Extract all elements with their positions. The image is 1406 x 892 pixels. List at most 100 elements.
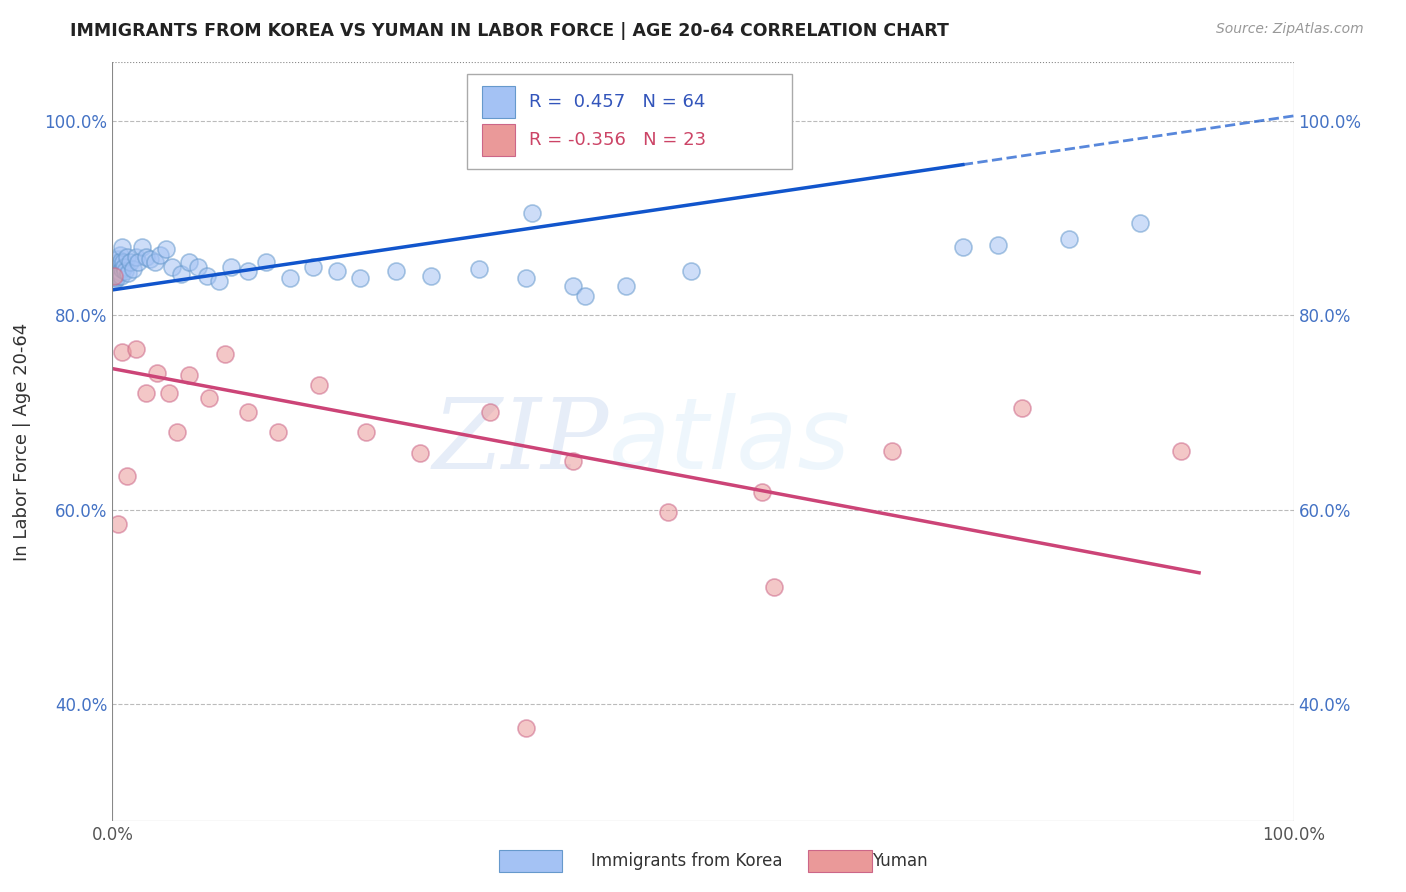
Point <box>308 378 330 392</box>
Point <box>111 240 134 254</box>
Y-axis label: In Labor Force | Age 20-64: In Labor Force | Age 20-64 <box>13 322 31 561</box>
Point <box>214 347 236 361</box>
Point <box>120 254 142 268</box>
Point <box>1057 232 1080 246</box>
Point <box>108 248 131 262</box>
Point <box>105 271 128 285</box>
Point <box>139 252 162 266</box>
Point <box>326 264 349 278</box>
Point <box>104 261 127 276</box>
Point <box>219 260 242 274</box>
Point <box>125 250 148 264</box>
FancyBboxPatch shape <box>467 74 792 169</box>
Point <box>349 271 371 285</box>
Point <box>356 425 378 439</box>
Bar <box>482 87 515 118</box>
Point <box>1170 444 1192 458</box>
Point <box>117 266 139 280</box>
Text: atlas: atlas <box>609 393 851 490</box>
Point <box>267 425 290 439</box>
Point <box>302 260 325 274</box>
Text: Yuman: Yuman <box>872 852 928 870</box>
Point <box>135 250 157 264</box>
Point <box>108 265 131 279</box>
Point <box>105 266 128 280</box>
Point <box>238 405 260 419</box>
Point <box>657 504 679 518</box>
Point <box>762 580 785 594</box>
Point <box>107 252 129 266</box>
Point <box>520 206 543 220</box>
Point <box>157 386 180 401</box>
Point <box>114 264 136 278</box>
Point <box>254 254 277 268</box>
Point <box>1129 216 1152 230</box>
Point <box>614 279 637 293</box>
Point <box>131 240 153 254</box>
Point <box>198 391 221 405</box>
Point <box>107 517 129 532</box>
Point <box>195 269 218 284</box>
Point <box>121 261 143 276</box>
Point <box>170 268 193 282</box>
Text: Immigrants from Korea: Immigrants from Korea <box>591 852 782 870</box>
Point <box>987 238 1010 252</box>
Point <box>105 269 128 284</box>
Point <box>115 468 138 483</box>
Point <box>149 248 172 262</box>
Point <box>238 264 260 278</box>
Point <box>166 425 188 439</box>
Point <box>751 485 773 500</box>
Point <box>385 264 408 278</box>
Point <box>952 240 974 254</box>
Point <box>125 342 148 356</box>
Point <box>105 258 128 272</box>
Point <box>105 254 128 268</box>
Point <box>105 264 128 278</box>
Point <box>111 261 134 276</box>
Point <box>179 368 201 383</box>
Point <box>515 271 537 285</box>
Point <box>562 454 585 468</box>
Point <box>105 263 128 277</box>
Point <box>208 274 231 288</box>
Point <box>179 254 201 268</box>
Point <box>160 260 183 274</box>
Bar <box>482 125 515 156</box>
Point <box>135 386 157 401</box>
Point <box>110 253 132 268</box>
Point <box>111 345 134 359</box>
Point <box>467 261 489 276</box>
Point <box>574 289 596 303</box>
Text: R = -0.356   N = 23: R = -0.356 N = 23 <box>530 131 706 149</box>
Text: Source: ZipAtlas.com: Source: ZipAtlas.com <box>1216 22 1364 37</box>
Point <box>107 260 129 274</box>
Point <box>103 268 125 283</box>
Point <box>103 270 125 285</box>
Point <box>408 446 430 460</box>
Point <box>681 264 703 278</box>
Point <box>479 405 502 419</box>
Point <box>112 260 135 274</box>
Point <box>143 254 166 268</box>
Point <box>103 264 125 278</box>
Point <box>155 242 177 256</box>
Point <box>278 271 301 285</box>
Text: IMMIGRANTS FROM KOREA VS YUMAN IN LABOR FORCE | AGE 20-64 CORRELATION CHART: IMMIGRANTS FROM KOREA VS YUMAN IN LABOR … <box>70 22 949 40</box>
Point <box>186 260 208 274</box>
Point <box>420 269 443 284</box>
Point <box>115 250 138 264</box>
Point <box>146 367 169 381</box>
Point <box>104 260 127 274</box>
Point <box>104 273 127 287</box>
Point <box>107 269 129 284</box>
Point <box>562 279 585 293</box>
Point <box>1011 401 1033 415</box>
Point <box>104 268 127 282</box>
Text: ZIP: ZIP <box>432 394 609 489</box>
Text: R =  0.457   N = 64: R = 0.457 N = 64 <box>530 93 706 111</box>
Point <box>127 254 149 268</box>
Point <box>110 269 132 284</box>
Point <box>103 269 125 284</box>
Point <box>112 254 135 268</box>
